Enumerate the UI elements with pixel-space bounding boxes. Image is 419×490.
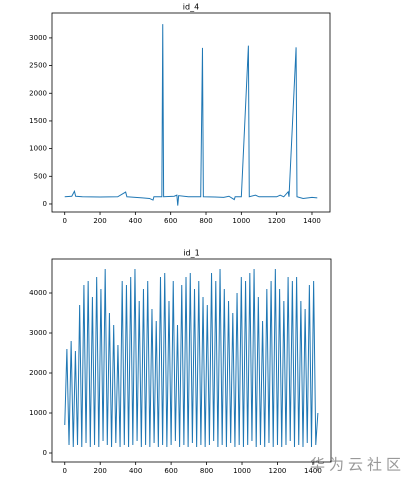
y-tick-label: 2000 <box>29 89 47 97</box>
x-tick-label: 800 <box>200 467 213 475</box>
data-line <box>64 24 318 206</box>
chart-title: id_1 <box>183 249 199 258</box>
x-tick-label: 1400 <box>304 467 322 475</box>
y-tick-label: 4000 <box>29 289 47 297</box>
y-tick-label: 1000 <box>29 409 47 417</box>
x-tick-label: 400 <box>129 467 142 475</box>
y-tick-label: 3000 <box>29 34 47 42</box>
x-tick-label: 800 <box>199 217 212 225</box>
x-tick-label: 400 <box>129 217 142 225</box>
y-tick-label: 2000 <box>29 369 47 377</box>
x-tick-label: 200 <box>93 217 106 225</box>
y-tick-label: 0 <box>43 200 47 208</box>
chart-title: id_4 <box>183 3 199 12</box>
x-tick-label: 1000 <box>232 217 250 225</box>
x-tick-label: 200 <box>94 467 107 475</box>
x-tick-label: 1200 <box>268 217 286 225</box>
x-tick-label: 0 <box>62 217 66 225</box>
x-tick-label: 1000 <box>233 467 251 475</box>
y-tick-label: 1500 <box>29 117 47 125</box>
x-tick-label: 0 <box>63 467 67 475</box>
y-tick-label: 500 <box>34 172 47 180</box>
data-line <box>64 268 319 448</box>
x-tick-label: 1400 <box>303 217 321 225</box>
x-tick-label: 600 <box>164 217 177 225</box>
y-tick-label: 3000 <box>29 329 47 337</box>
y-tick-label: 0 <box>43 449 47 457</box>
watermark: 华为云社区 <box>310 456 405 474</box>
x-tick-label: 1200 <box>269 467 287 475</box>
y-tick-label: 2500 <box>29 62 47 70</box>
axes-frame <box>51 258 332 463</box>
y-tick-label: 1000 <box>29 145 47 153</box>
x-tick-label: 600 <box>164 467 177 475</box>
axes-frame <box>51 12 331 213</box>
